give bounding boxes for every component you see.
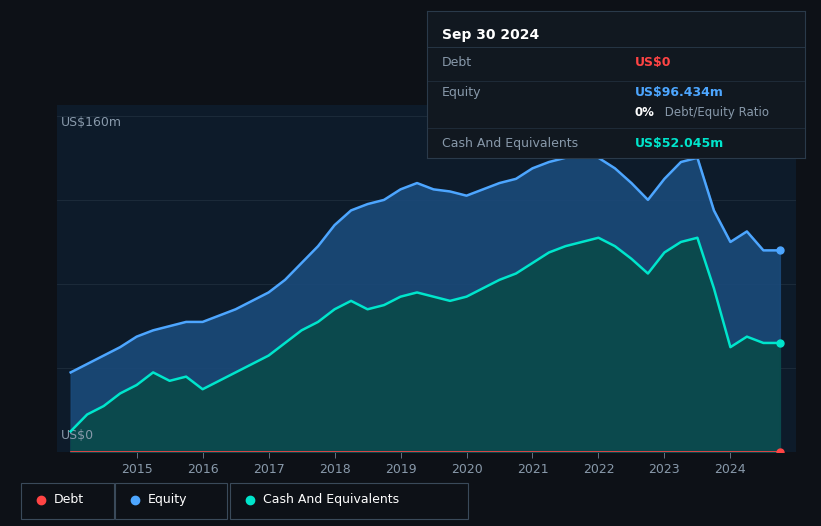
Text: US$96.434m: US$96.434m (635, 86, 723, 99)
Text: 0%: 0% (635, 106, 654, 119)
Text: Debt/Equity Ratio: Debt/Equity Ratio (661, 106, 769, 119)
Text: US$0: US$0 (635, 56, 671, 68)
Text: Equity: Equity (442, 86, 482, 99)
FancyBboxPatch shape (230, 483, 468, 519)
Text: Cash And Equivalents: Cash And Equivalents (263, 493, 399, 506)
FancyBboxPatch shape (115, 483, 227, 519)
Text: Debt: Debt (442, 56, 472, 68)
Text: US$0: US$0 (62, 429, 94, 442)
Text: Debt: Debt (53, 493, 84, 506)
Text: Equity: Equity (148, 493, 187, 506)
Text: US$52.045m: US$52.045m (635, 137, 724, 149)
Text: Sep 30 2024: Sep 30 2024 (442, 28, 539, 42)
Text: Cash And Equivalents: Cash And Equivalents (442, 137, 578, 149)
FancyBboxPatch shape (21, 483, 114, 519)
Text: US$160m: US$160m (62, 116, 122, 129)
